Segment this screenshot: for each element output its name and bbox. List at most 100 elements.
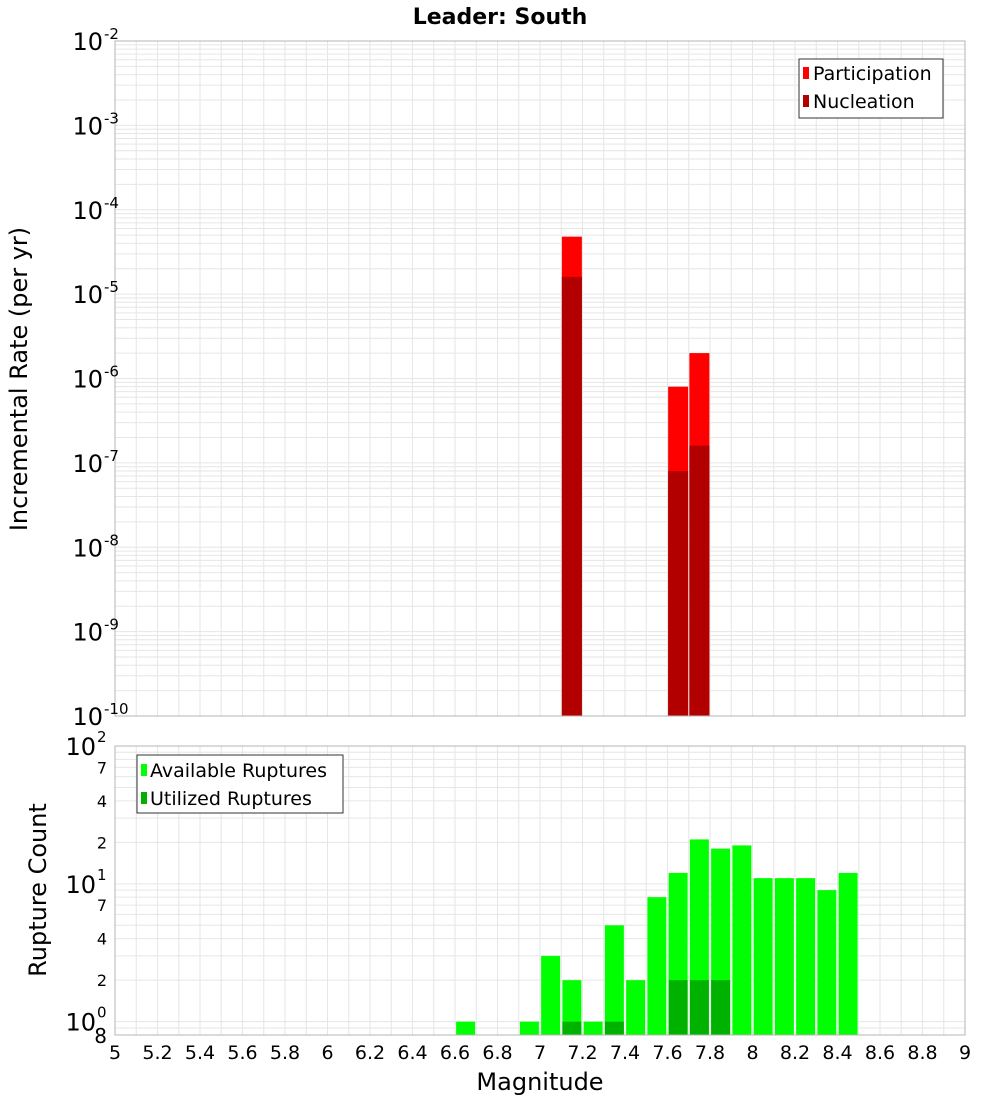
count-y-tick-exponent: 1	[97, 866, 107, 884]
x-tick-label: 7.6	[652, 1042, 682, 1064]
rate-y-tick-exponent: -8	[104, 531, 119, 549]
rate-y-tick-base: 10	[72, 28, 103, 56]
available-ruptures-bar	[626, 980, 646, 1035]
x-tick-label: 8.8	[907, 1042, 937, 1064]
rate-y-tick-base: 10	[72, 703, 103, 731]
nucleation-bar	[561, 276, 582, 716]
magnitude-x-ticks: 5 5.2 5.4 5.6 5.8 6 6.2 6.4 6.6 6.8 7 7.2 7.4 7.6 7.8 8…	[109, 1042, 971, 1064]
x-tick-label: 9	[959, 1042, 971, 1064]
utilized-ruptures-bar	[604, 1021, 624, 1035]
rate-legend: Participation Nucleation	[798, 58, 944, 119]
legend-label-available: Available Ruptures	[150, 760, 327, 782]
x-tick-label: 7.8	[695, 1042, 725, 1064]
chart-title: Leader: South	[413, 5, 588, 30]
legend-swatch-participation	[803, 67, 809, 79]
rate-y-tick-exponent: -9	[104, 616, 119, 634]
nucleation-bar	[689, 445, 710, 716]
legend-label-utilized: Utilized Ruptures	[150, 788, 312, 810]
x-tick-label: 6.8	[482, 1042, 512, 1064]
rate-y-tick-exponent: -2	[104, 25, 119, 43]
utilized-ruptures-bar	[562, 1021, 582, 1035]
available-ruptures-bar	[774, 878, 794, 1035]
count-y-minor-tick-label: 4	[97, 792, 107, 811]
x-tick-label: 8.6	[865, 1042, 895, 1064]
count-y-tick-exponent: 0	[97, 1004, 107, 1022]
rate-y-tick-base: 10	[72, 281, 103, 309]
count-y-tick-base: 10	[65, 733, 96, 761]
x-tick-label: 6.2	[355, 1042, 385, 1064]
count-y-tick-base: 10	[65, 1009, 96, 1037]
rate-y-tick-base: 10	[72, 619, 103, 647]
legend-swatch-available	[141, 764, 147, 776]
x-tick-label: 8	[746, 1042, 758, 1064]
x-tick-label: 6	[321, 1042, 333, 1064]
count-y-minor-tick-label: 2	[97, 971, 107, 990]
rate-y-tick-base: 10	[72, 450, 103, 478]
rate-legend-box	[798, 58, 944, 119]
utilized-ruptures-bar	[668, 980, 688, 1035]
rate-y-tick-base: 10	[72, 534, 103, 562]
count-y-axis-label: Rupture Count	[24, 803, 52, 977]
available-ruptures-bar	[838, 872, 858, 1035]
x-tick-label: 6.4	[397, 1042, 427, 1064]
available-ruptures-bar	[604, 925, 624, 1035]
utilized-ruptures-bar	[689, 980, 709, 1035]
rate-y-tick-exponent: -4	[104, 194, 119, 212]
rate-y-tick-exponent: -6	[104, 363, 119, 381]
x-tick-label: 5	[109, 1042, 121, 1064]
available-ruptures-bar	[562, 980, 582, 1035]
x-tick-label: 5.6	[227, 1042, 257, 1064]
available-ruptures-bar	[817, 890, 837, 1035]
x-tick-label: 7.2	[567, 1042, 597, 1064]
utilized-ruptures-bar	[711, 980, 731, 1035]
available-ruptures-bar	[753, 878, 773, 1035]
available-ruptures-bar	[647, 897, 667, 1035]
nucleation-bar	[668, 471, 689, 716]
legend-label-participation: Participation	[813, 63, 932, 85]
count-legend: Available Ruptures Utilized Ruptures	[136, 754, 344, 814]
count-plot-border	[114, 745, 966, 1036]
available-ruptures-bar	[583, 1021, 603, 1035]
count-y-minor-tick-label: 2	[97, 833, 107, 852]
rate-y-tick-exponent: -7	[104, 447, 119, 465]
count-y-minor-tick-label: 8	[94, 1024, 107, 1048]
available-ruptures-bar	[519, 1021, 539, 1035]
legend-swatch-nucleation	[803, 95, 809, 107]
x-tick-label: 5.8	[270, 1042, 300, 1064]
count-legend-box	[136, 754, 344, 814]
count-y-minor-tick-label: 7	[97, 758, 107, 777]
rate-plot-border	[114, 40, 966, 717]
x-tick-label: 8.4	[822, 1042, 852, 1064]
rate-grid	[114, 41, 966, 717]
count-y-minor-tick-label: 4	[97, 930, 107, 949]
rate-y-tick-exponent: -3	[104, 109, 119, 127]
rate-y-tick-exponent: -10	[104, 700, 129, 718]
rate-y-axis-label: Incremental Rate (per yr)	[5, 227, 33, 531]
count-y-minor-tick-label: 7	[97, 896, 107, 915]
count-y-tick-base: 10	[65, 871, 96, 899]
available-ruptures-bar	[732, 845, 752, 1035]
x-tick-label: 7.4	[610, 1042, 640, 1064]
available-ruptures-bar	[456, 1021, 476, 1035]
x-tick-label: 5.2	[142, 1042, 172, 1064]
x-tick-label: 8.2	[780, 1042, 810, 1064]
x-tick-label: 5.4	[185, 1042, 215, 1064]
count-y-tick-exponent: 2	[97, 728, 107, 746]
available-ruptures-bar	[796, 878, 816, 1035]
rate-y-tick-base: 10	[72, 366, 103, 394]
legend-swatch-utilized	[141, 792, 147, 804]
count-bars	[456, 839, 858, 1035]
legend-label-nucleation: Nucleation	[813, 91, 915, 113]
rate-y-tick-base: 10	[72, 197, 103, 225]
rate-bars	[561, 236, 710, 716]
x-tick-label: 6.6	[440, 1042, 470, 1064]
rate-y-tick-base: 10	[72, 112, 103, 140]
x-axis-label: Magnitude	[476, 1068, 603, 1096]
available-ruptures-bar	[541, 955, 561, 1035]
rate-y-tick-exponent: -5	[104, 278, 119, 296]
x-tick-label: 7	[534, 1042, 546, 1064]
